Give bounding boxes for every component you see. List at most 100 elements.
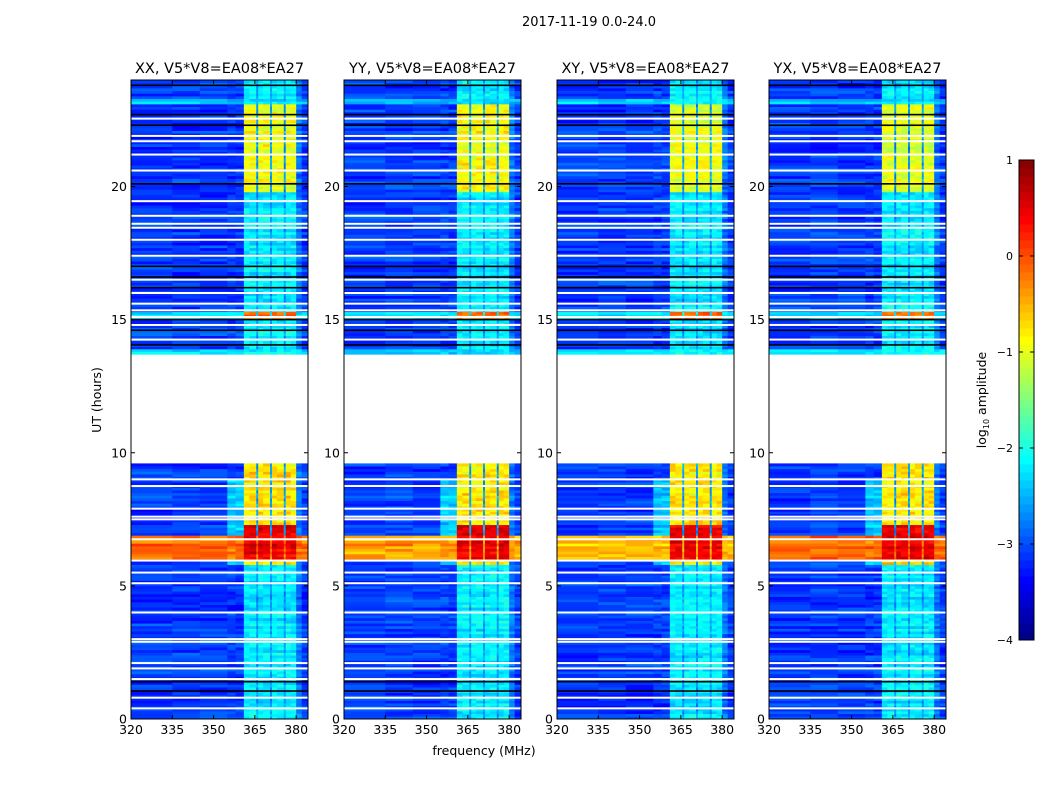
heatmap-cell xyxy=(490,671,497,674)
heatmap-cell xyxy=(277,163,284,166)
flagged-row-white xyxy=(131,707,308,709)
heatmap-cell xyxy=(302,248,309,251)
heatmap-cell xyxy=(131,234,173,237)
heatmap-cell xyxy=(291,91,297,94)
heatmap-cell xyxy=(462,578,469,581)
flagged-row-white xyxy=(131,516,308,518)
heatmap-cell xyxy=(291,602,297,605)
heatmap-cell xyxy=(244,107,250,110)
heatmap-cell xyxy=(449,594,458,597)
heatmap-cell xyxy=(296,530,302,533)
heatmap-cell xyxy=(258,163,263,166)
heatmap-cell xyxy=(244,471,250,474)
heatmap-cell xyxy=(236,493,245,496)
heatmap-cell xyxy=(302,160,309,163)
heatmap-cell xyxy=(449,543,458,546)
heatmap-cell xyxy=(277,652,284,655)
heatmap-cell xyxy=(277,527,284,530)
heatmap-cell xyxy=(244,346,250,349)
heatmap-cell xyxy=(249,197,256,200)
heatmap-cell xyxy=(263,298,270,301)
heatmap-cell xyxy=(172,674,200,677)
heatmap-cell xyxy=(236,109,245,112)
heatmap-cell xyxy=(244,703,250,706)
heatmap-cell xyxy=(172,131,200,134)
heatmap-cell xyxy=(499,684,504,687)
heatmap-cell xyxy=(172,503,200,506)
heatmap-cell xyxy=(471,543,476,546)
heatmap-cell xyxy=(200,197,228,200)
heatmap-cell xyxy=(244,205,250,208)
heatmap-cell xyxy=(172,469,200,472)
heatmap-cell xyxy=(509,618,515,621)
heatmap-cell xyxy=(272,269,277,272)
heatmap-cell xyxy=(131,535,173,538)
heatmap-cell xyxy=(291,615,297,618)
heatmap-cell xyxy=(504,628,510,631)
heatmap-cell xyxy=(258,650,263,653)
heatmap-cell xyxy=(296,541,302,544)
heatmap-cell xyxy=(296,341,302,344)
heatmap-cell xyxy=(440,589,449,592)
heatmap-cell xyxy=(272,341,277,344)
heatmap-cell xyxy=(286,101,291,104)
heatmap-cell xyxy=(385,650,413,653)
heatmap-cell xyxy=(440,522,449,525)
heatmap-cell xyxy=(227,684,236,687)
heatmap-cell xyxy=(440,599,449,602)
heatmap-cell xyxy=(263,261,270,264)
heatmap-cell xyxy=(286,234,291,237)
heatmap-cell xyxy=(302,176,309,179)
heatmap-cell xyxy=(236,88,245,91)
heatmap-cell xyxy=(258,269,263,272)
heatmap-cell xyxy=(286,652,291,655)
heatmap-cell xyxy=(499,628,504,631)
heatmap-cell xyxy=(286,202,291,205)
flagged-row-white xyxy=(131,292,308,294)
heatmap-cell xyxy=(249,503,256,506)
heatmap-cell xyxy=(485,714,490,717)
heatmap-cell xyxy=(272,346,277,349)
heatmap-cell xyxy=(449,658,458,661)
heatmap-cell xyxy=(258,248,263,251)
flagged-row-white xyxy=(131,135,308,137)
heatmap-cell xyxy=(413,578,441,581)
heatmap-cell xyxy=(385,527,413,530)
heatmap-cell xyxy=(471,607,476,610)
heatmap-cell xyxy=(172,591,200,594)
heatmap-cell xyxy=(277,490,284,493)
heatmap-cell xyxy=(286,298,291,301)
heatmap-cell xyxy=(200,501,228,504)
heatmap-cell xyxy=(236,234,245,237)
flagged-row-black xyxy=(131,183,308,185)
heatmap-cell xyxy=(131,607,173,610)
heatmap-cell xyxy=(296,312,302,315)
heatmap-cell xyxy=(272,149,277,152)
heatmap-cell xyxy=(131,594,173,597)
heatmap-cell xyxy=(277,352,284,355)
heatmap-cell xyxy=(471,575,476,578)
heatmap-cell xyxy=(244,533,250,536)
heatmap-cell xyxy=(131,208,173,211)
heatmap-cell xyxy=(236,173,245,176)
heatmap-cell xyxy=(236,543,245,546)
heatmap-cell xyxy=(258,245,263,248)
heatmap-cell xyxy=(277,107,284,110)
heatmap-cell xyxy=(509,658,515,661)
heatmap-cell xyxy=(291,594,297,597)
heatmap-cell xyxy=(249,687,256,690)
heatmap-cell xyxy=(277,258,284,261)
heatmap-cell xyxy=(263,269,270,272)
heatmap-cell xyxy=(485,525,490,528)
heatmap-cell xyxy=(296,650,302,653)
heatmap-cell xyxy=(172,109,200,112)
heatmap-cell xyxy=(385,551,413,554)
heatmap-cell xyxy=(227,179,236,182)
heatmap-cell xyxy=(471,644,476,647)
heatmap-cell xyxy=(499,674,504,677)
heatmap-cell xyxy=(200,173,228,176)
heatmap-cell xyxy=(258,554,263,557)
heatmap-cell xyxy=(131,157,173,160)
heatmap-cell xyxy=(131,272,173,275)
heatmap-cell xyxy=(200,333,228,336)
